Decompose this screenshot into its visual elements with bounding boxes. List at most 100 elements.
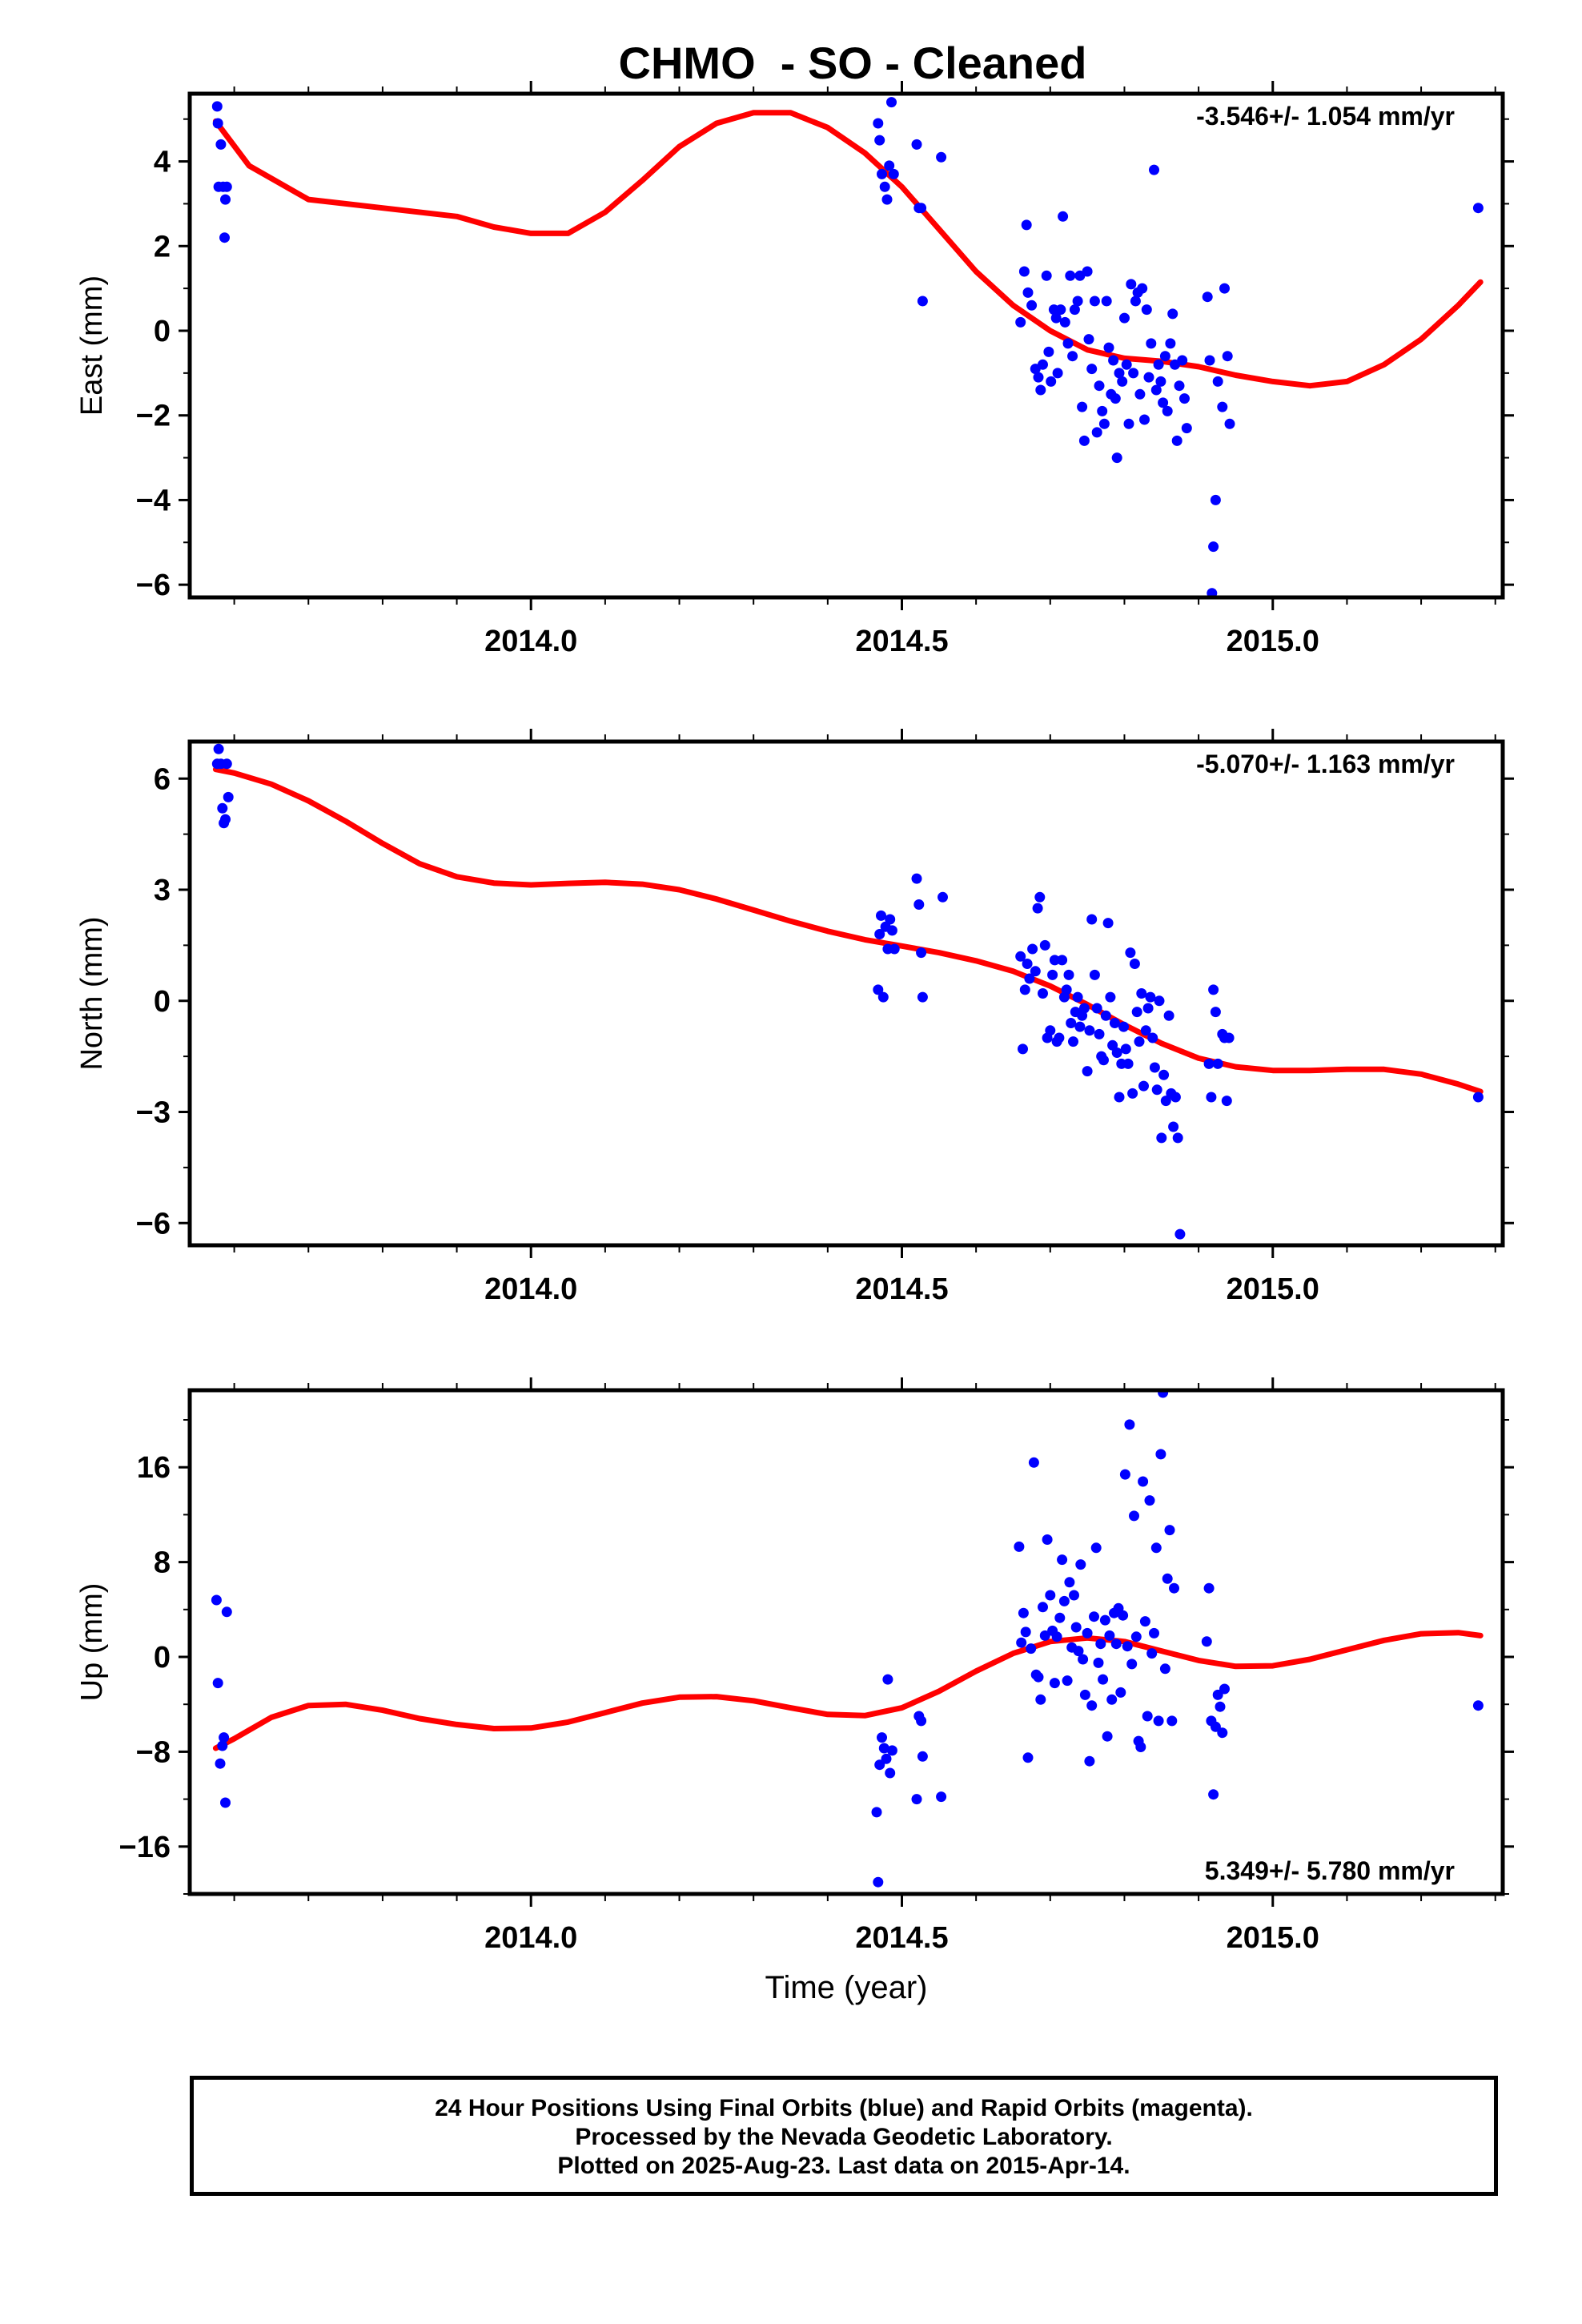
data-point	[1082, 266, 1093, 277]
x-tick-label: 2015.0	[1227, 1273, 1319, 1306]
data-point	[1142, 1711, 1153, 1722]
data-point	[1099, 1614, 1110, 1626]
data-point	[1097, 405, 1108, 416]
footer-line-orbits: 24 Hour Positions Using Final Orbits (bl…	[435, 2095, 1253, 2121]
data-point	[1110, 1638, 1122, 1650]
data-point	[1078, 1003, 1090, 1014]
y-tick-label: −8	[136, 1735, 171, 1769]
data-point	[1177, 355, 1188, 366]
data-point	[1111, 452, 1122, 464]
data-point	[1147, 1032, 1158, 1043]
data-point	[1144, 1495, 1155, 1506]
data-point	[1063, 969, 1074, 980]
data-point	[1022, 1752, 1034, 1763]
data-point	[1093, 1657, 1104, 1668]
data-point	[1024, 973, 1035, 984]
data-point	[1038, 988, 1048, 999]
data-point	[917, 991, 928, 1003]
data-point	[1223, 1032, 1235, 1043]
data-point	[1153, 359, 1164, 370]
data-point	[1201, 1636, 1212, 1647]
data-point	[1150, 384, 1162, 396]
data-point	[1032, 903, 1043, 914]
data-point	[1126, 1659, 1138, 1670]
data-point	[1125, 947, 1136, 959]
data-point	[1018, 1043, 1028, 1055]
data-point	[938, 891, 948, 903]
data-point	[215, 139, 227, 150]
x-axis-label: Time (year)	[765, 1970, 928, 2005]
data-point	[1149, 164, 1159, 175]
data-point	[1098, 1674, 1109, 1685]
data-point	[1043, 346, 1054, 357]
data-point	[1084, 1755, 1095, 1767]
data-point	[1210, 1007, 1221, 1018]
data-point	[882, 1674, 893, 1685]
data-point	[1151, 1084, 1162, 1096]
data-point	[217, 802, 228, 814]
data-point	[1019, 984, 1030, 995]
data-point	[213, 743, 224, 754]
footer-caption-box: 24 Hour Positions Using Final Orbits (bl…	[190, 2076, 1498, 2196]
data-point	[1159, 1663, 1170, 1675]
data-point	[1146, 338, 1157, 349]
data-point	[1089, 296, 1100, 307]
x-tick-label: 2014.0	[484, 1921, 577, 1955]
data-point	[871, 1807, 882, 1818]
data-point	[1117, 376, 1128, 387]
data-point	[1141, 304, 1152, 316]
data-point	[1091, 427, 1102, 438]
data-point	[1210, 1721, 1221, 1732]
y-axis-label: East (mm)	[75, 275, 109, 416]
footer-line-processed: Processed by the Nevada Geodetic Laborat…	[575, 2124, 1113, 2150]
data-point	[1054, 1612, 1066, 1623]
panel-1: 4 2 0 −2 −4 −6 2014.0 2014.5 2015.0 East (mm) -3.5…	[75, 81, 1514, 658]
data-point	[1136, 988, 1147, 999]
data-point	[1179, 393, 1190, 404]
data-point	[1170, 1092, 1181, 1103]
data-point	[1103, 342, 1114, 353]
data-point	[220, 814, 231, 825]
data-point	[1158, 1069, 1170, 1080]
data-point	[1020, 1626, 1031, 1638]
data-point	[1055, 304, 1066, 316]
data-point	[1082, 1627, 1093, 1638]
data-point	[1022, 287, 1034, 298]
data-point	[1045, 1590, 1056, 1601]
data-point	[1035, 1694, 1046, 1705]
data-point	[1130, 1631, 1142, 1642]
data-point	[1069, 1590, 1079, 1601]
data-point	[877, 1732, 887, 1743]
data-point	[1064, 1577, 1075, 1588]
data-point	[1165, 338, 1176, 349]
data-point	[1052, 368, 1063, 379]
data-point	[1219, 283, 1230, 294]
rate-annotation: -3.546+/- 1.054 mm/yr	[1196, 102, 1455, 131]
data-point	[1018, 266, 1030, 277]
data-point	[1219, 1683, 1230, 1695]
y-tick-label: −16	[119, 1831, 171, 1864]
plot-frame	[187, 739, 1505, 1248]
data-point	[874, 1759, 885, 1771]
data-point	[1070, 1622, 1082, 1633]
data-point	[873, 1876, 884, 1888]
data-point	[1077, 401, 1088, 412]
data-point	[911, 139, 922, 150]
data-point	[1162, 405, 1173, 416]
data-point	[1134, 1036, 1145, 1047]
data-point	[1212, 1689, 1223, 1700]
y-tick-label: 2	[154, 230, 171, 263]
data-point	[1026, 1643, 1037, 1655]
data-point	[1062, 338, 1074, 349]
data-point	[1472, 1092, 1484, 1103]
data-point	[1120, 1043, 1131, 1055]
y-tick-label: −3	[136, 1096, 171, 1130]
data-point	[1089, 969, 1100, 980]
data-point	[1072, 991, 1083, 1003]
x-tick-label: 2014.5	[855, 1273, 948, 1306]
data-point	[1150, 1542, 1162, 1554]
data-point	[1149, 1627, 1159, 1638]
data-point	[1033, 372, 1044, 383]
data-point	[221, 758, 232, 770]
data-point	[1121, 359, 1132, 370]
